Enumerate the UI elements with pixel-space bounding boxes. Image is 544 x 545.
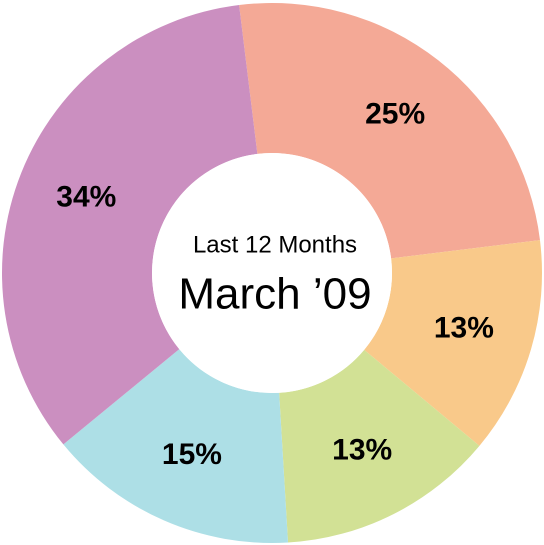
value-label: 25% <box>365 97 425 130</box>
value-label: 13% <box>332 433 392 466</box>
value-label: 15% <box>162 438 222 471</box>
slice <box>1 5 258 445</box>
slice <box>63 349 289 543</box>
slice <box>364 240 543 446</box>
slice <box>239 2 540 259</box>
donut-hole <box>152 153 392 393</box>
slice <box>279 349 480 543</box>
chart-title: Last 12 Months <box>193 231 357 258</box>
chart-subtitle: March ’09 <box>178 270 371 319</box>
value-label: 34% <box>56 181 116 214</box>
value-label: 13% <box>434 311 494 344</box>
